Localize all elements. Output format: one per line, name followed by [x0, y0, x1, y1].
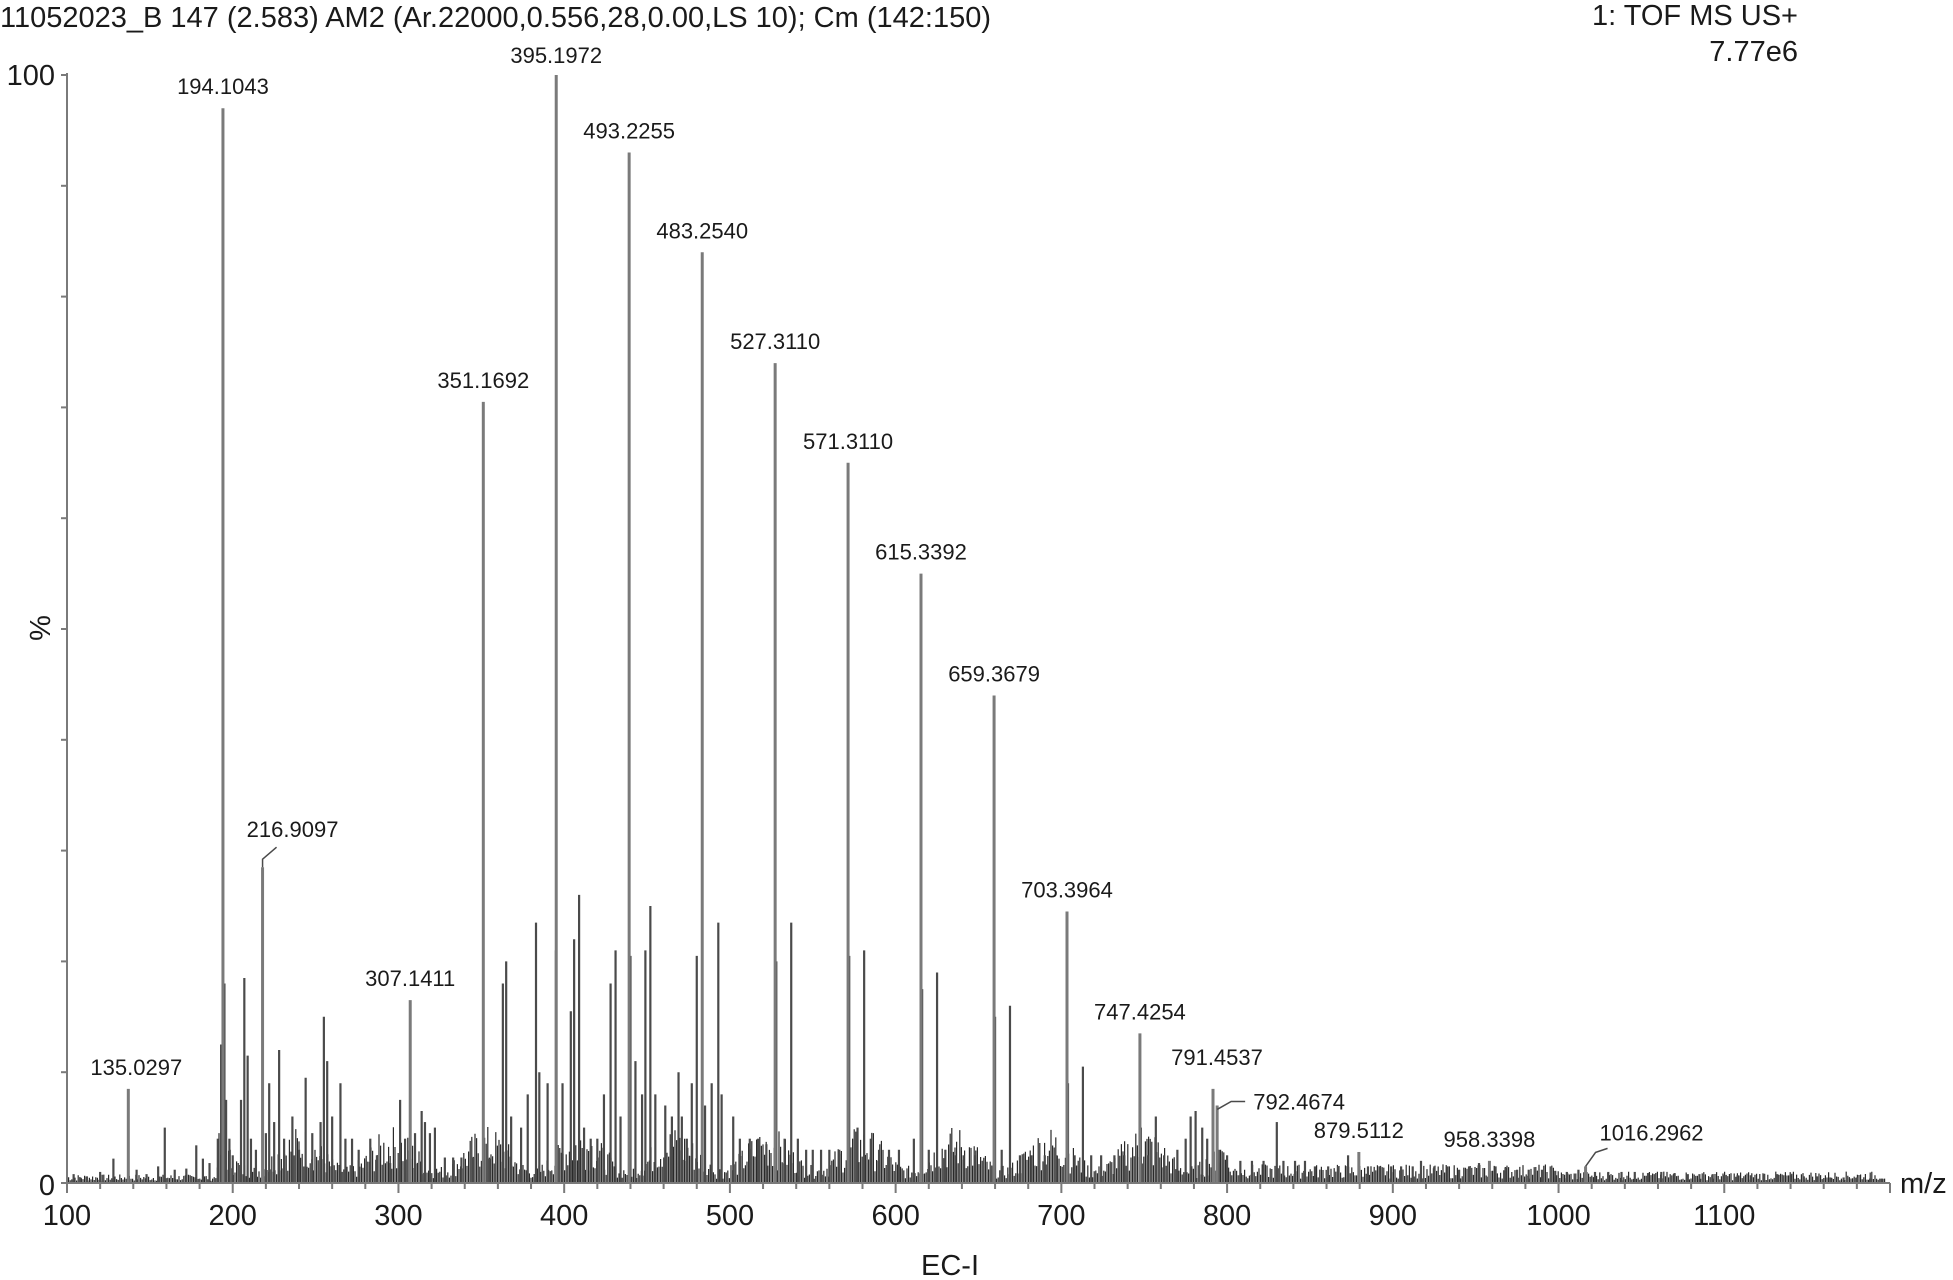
axes-group — [61, 73, 1891, 1193]
x-tick-label: 800 — [1203, 1200, 1251, 1232]
x-tick-label: 400 — [540, 1200, 588, 1232]
peak-label: 1016.2962 — [1600, 1120, 1704, 1145]
peak-leader-line — [261, 846, 278, 868]
peak-label: 194.1043 — [177, 74, 269, 99]
peak-leader-line — [1216, 1100, 1246, 1111]
peak-label: 527.3110 — [730, 329, 820, 354]
peak-label: 395.1972 — [510, 43, 602, 68]
minor-peaks-group — [72, 894, 1883, 1183]
peak-labels-group: 135.0297 194.1043 216.9097 307.1411 351.1692… — [90, 43, 1704, 1167]
y-tick-label: 0 — [39, 1170, 55, 1202]
peak-label: 792.4674 — [1253, 1089, 1345, 1114]
peak-label: 216.9097 — [247, 817, 339, 842]
peak-label: 747.4254 — [1094, 999, 1186, 1024]
peak-label: 351.1692 — [437, 368, 529, 393]
x-tick-label: 900 — [1369, 1200, 1417, 1232]
x-tick-label: 1000 — [1526, 1200, 1591, 1232]
x-tick-label: 300 — [374, 1200, 422, 1232]
peak-label: 703.3964 — [1021, 878, 1113, 903]
peak-label: 483.2540 — [656, 218, 748, 243]
x-tick-label: 1100 — [1693, 1200, 1755, 1232]
peak-label: 879.5112 — [1314, 1118, 1404, 1143]
x-tick-label: 500 — [706, 1200, 754, 1232]
peak-label: 958.3398 — [1444, 1127, 1536, 1152]
x-axis-title: EC-I — [921, 1250, 979, 1280]
peak-label: 659.3679 — [948, 661, 1040, 686]
scan-function-label: 1: TOF MS US+ — [1591, 0, 1798, 32]
x-tick-label: 700 — [1037, 1200, 1085, 1232]
peak-leader-line — [1584, 1147, 1608, 1167]
x-tick-label: 600 — [871, 1200, 919, 1232]
peak-label: 493.2255 — [583, 119, 675, 144]
peak-label: 791.4537 — [1171, 1045, 1263, 1070]
peak-label: 135.0297 — [90, 1055, 182, 1080]
peak-label: 571.3110 — [803, 429, 893, 454]
y-axis-title: % — [25, 615, 57, 641]
y-tick-label: 100 — [7, 60, 55, 92]
max-intensity-label: 7.77e6 — [1709, 36, 1798, 68]
labeled-peaks-group — [126, 75, 1588, 1183]
peak-label: 615.3392 — [875, 540, 967, 565]
peak-label: 307.1411 — [365, 966, 455, 991]
x-tick-label: 200 — [209, 1200, 257, 1232]
x-tick-label: 100 — [43, 1200, 91, 1232]
run-info-title: 11052023_B 147 (2.583) AM2 (Ar.22000,0.5… — [0, 2, 991, 34]
x-unit-label: m/z — [1900, 1168, 1947, 1200]
